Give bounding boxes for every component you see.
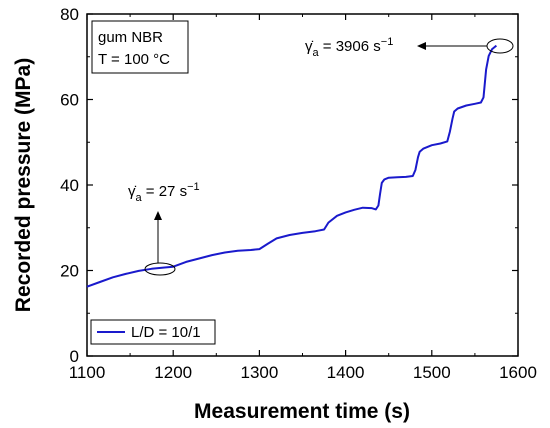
x-axis-title: Measurement time (s): [194, 400, 410, 423]
x-tick-label: 1400: [327, 363, 365, 382]
annotation-low-shear: γ̇a = 27 s−1: [128, 181, 200, 276]
annotation-low-marker-ellipse: [144, 262, 176, 276]
info-box: gum NBR T = 100 °C: [91, 20, 189, 74]
axis-ticks: [86, 13, 519, 357]
annotation-high-label: γ̇a = 3906 s−1: [305, 36, 393, 59]
annotation-high-sub: a: [313, 47, 320, 59]
annotation-low-arrowhead: [154, 211, 162, 220]
series-layer: [86, 44, 498, 288]
annotation-high-arrowhead: [417, 42, 426, 50]
annotation-low-text: = 27 s: [142, 183, 187, 200]
info-material: gum NBR: [98, 29, 163, 46]
annotation-low-symbol: γ̇: [128, 183, 137, 200]
annotation-high-symbol: γ̇: [305, 38, 314, 55]
x-tick-label: 1300: [240, 363, 278, 382]
legend-label: L/D = 10/1: [131, 324, 201, 341]
annotation-high-shear: γ̇a = 3906 s−1: [305, 36, 514, 59]
annotation-high-text: = 3906 s: [319, 38, 381, 55]
annotation-high-marker-ellipse: [486, 38, 514, 54]
y-tick-label: 40: [60, 176, 79, 195]
legend: L/D = 10/1: [90, 319, 216, 345]
x-tick-label: 1100: [69, 363, 106, 382]
series-line-0: [86, 44, 498, 288]
info-temperature: T = 100 °C: [98, 51, 170, 68]
x-tick-label: 1600: [499, 363, 537, 382]
annotation-high-sup: −1: [381, 36, 394, 48]
x-tick-label: 1200: [154, 363, 192, 382]
y-tick-label: 60: [60, 91, 79, 110]
x-tick-label: 1500: [413, 363, 451, 382]
annotation-low-sub: a: [136, 192, 143, 204]
y-axis-title: Recorded pressure (MPa): [12, 58, 35, 312]
annotation-low-sup: −1: [187, 181, 200, 193]
y-tick-label: 0: [70, 347, 79, 366]
annotation-low-label: γ̇a = 27 s−1: [128, 181, 200, 204]
tick-labels: 1100 1200 1300 1400 1500 1600 0 20 40 60 80: [60, 5, 537, 382]
y-tick-label: 80: [60, 5, 79, 24]
y-tick-label: 20: [60, 262, 79, 281]
info-box-frame: [91, 20, 189, 74]
